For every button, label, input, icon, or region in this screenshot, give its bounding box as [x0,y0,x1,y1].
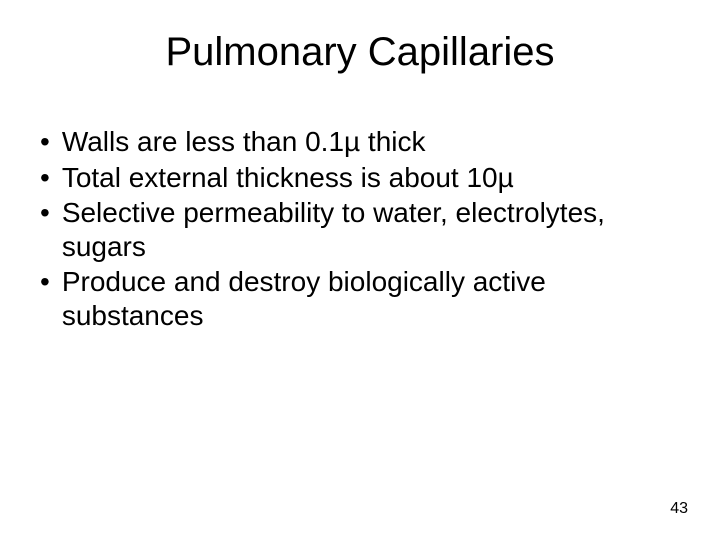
bullet-list: • Walls are less than 0.1µ thick • Total… [30,125,690,333]
bullet-icon: • [40,125,50,159]
list-item: • Walls are less than 0.1µ thick [40,125,690,159]
bullet-icon: • [40,161,50,195]
bullet-icon: • [40,196,50,230]
bullet-text: Total external thickness is about 10µ [62,161,690,195]
list-item: • Total external thickness is about 10µ [40,161,690,195]
slide-container: Pulmonary Capillaries • Walls are less t… [0,0,720,540]
list-item: • Selective permeability to water, elect… [40,196,690,263]
page-number: 43 [670,500,688,518]
bullet-text: Produce and destroy biologically active … [62,265,690,332]
bullet-text: Walls are less than 0.1µ thick [62,125,690,159]
bullet-text: Selective permeability to water, electro… [62,196,690,263]
bullet-icon: • [40,265,50,299]
list-item: • Produce and destroy biologically activ… [40,265,690,332]
slide-title: Pulmonary Capillaries [30,30,690,75]
